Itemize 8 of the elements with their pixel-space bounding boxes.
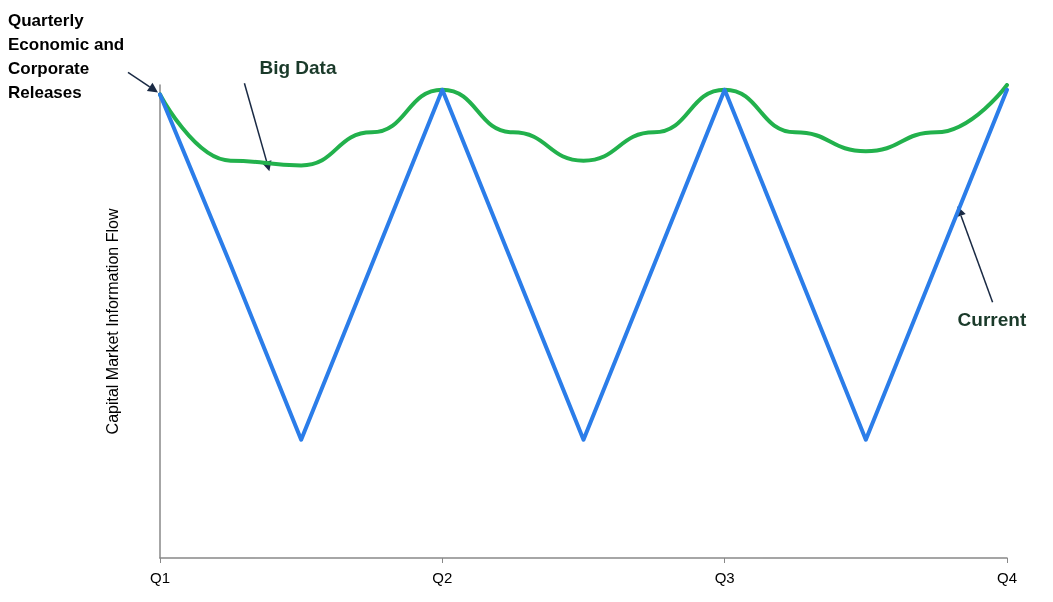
series-label: Current [957,309,1027,331]
x-tick-label: Q1 [149,569,171,586]
annotation: Quarterly Economic and Corporate Releases [8,10,125,102]
x-tick-label: Q4 [996,569,1018,586]
y-axis-title: Capital Market Information Flow [103,208,121,435]
text: Big Data [259,57,337,79]
x-tick-label: Q3 [714,569,735,586]
x-tick-label: Q2 [432,569,453,586]
